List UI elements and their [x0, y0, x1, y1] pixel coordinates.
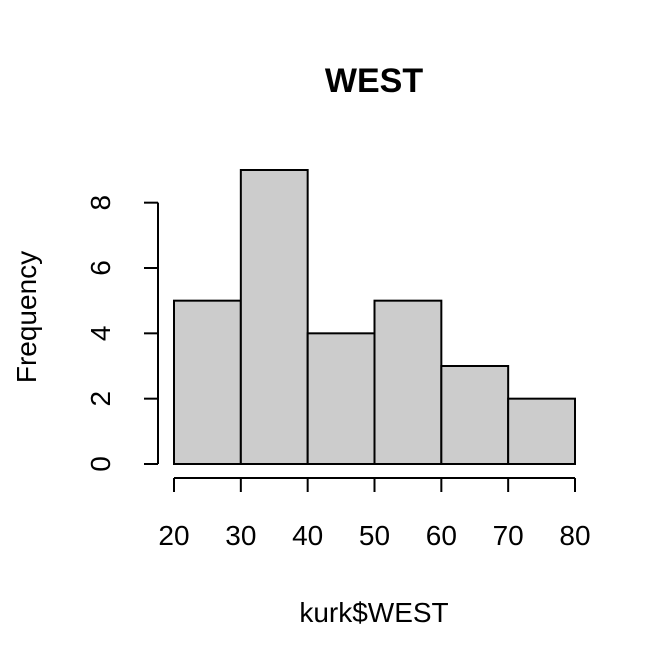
x-axis: 20 30 40 50 60 70 80: [158, 477, 591, 551]
y-tick-label: 8: [85, 195, 116, 211]
histogram-bar-6: [507, 397, 576, 465]
histogram-bar-4: [373, 299, 443, 465]
x-tick-label: 50: [359, 520, 390, 551]
histogram-bar-3: [306, 332, 376, 466]
x-tick-label: 30: [225, 520, 256, 551]
histogram-bar-5: [440, 365, 510, 465]
chart-title: WEST: [325, 62, 423, 100]
x-tick-label: 20: [158, 520, 189, 551]
x-axis-label: kurk$WEST: [299, 597, 448, 628]
y-tick-label: 6: [85, 260, 116, 276]
bars-group: [173, 169, 576, 466]
histogram-bar-2: [239, 169, 309, 465]
y-axis: 0 2 4 6 8: [85, 195, 159, 472]
x-tick-label: 60: [426, 520, 457, 551]
y-tick-label: 2: [85, 391, 116, 407]
x-tick-label: 80: [559, 520, 590, 551]
x-tick-label: 70: [493, 520, 524, 551]
y-tick-label: 0: [85, 456, 116, 472]
y-tick-label: 4: [85, 326, 116, 342]
y-axis-label: Frequency: [11, 251, 42, 383]
histogram-bar-1: [173, 299, 242, 465]
x-tick-label: 40: [292, 520, 323, 551]
